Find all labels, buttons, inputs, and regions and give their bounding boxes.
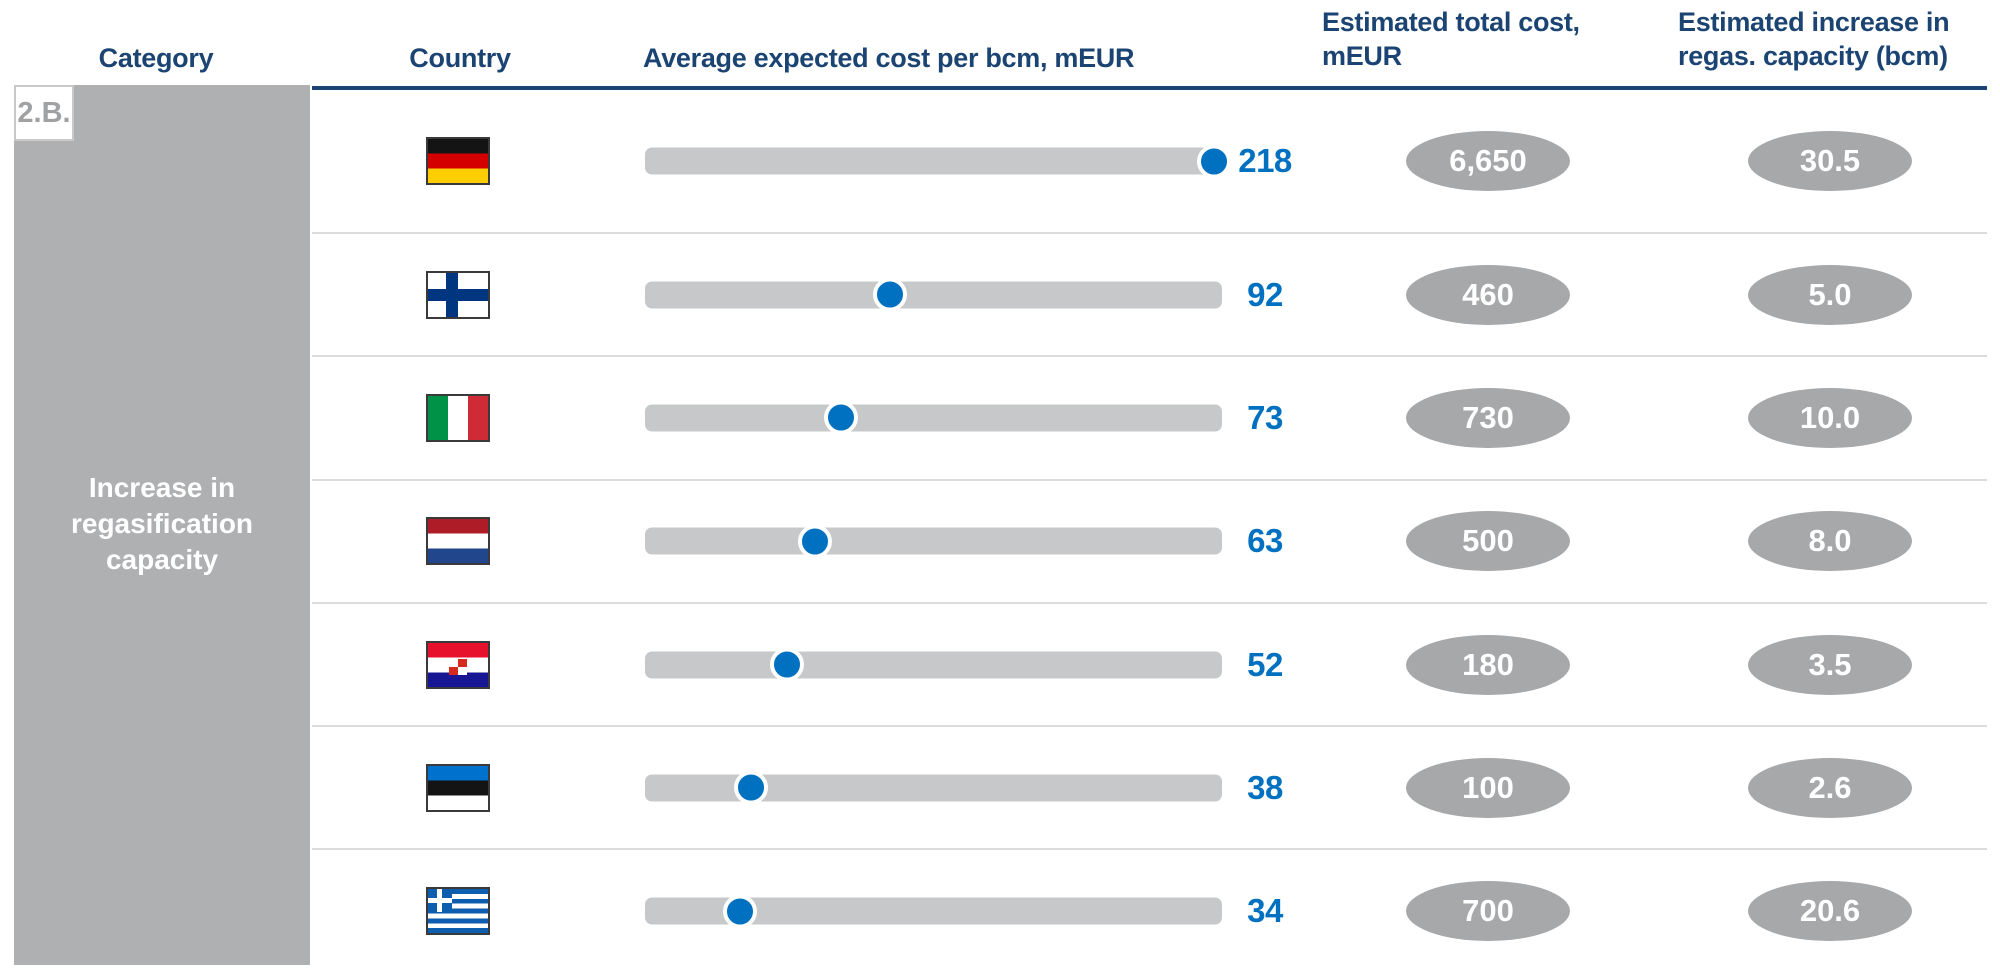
croatia-flag-icon [426, 640, 490, 689]
italy-flag-icon [426, 393, 490, 442]
capacity-badge: 2.6 [1748, 757, 1912, 818]
column-header-total-cost: Estimated total cost, mEUR [1322, 7, 1580, 71]
total-cost-badge: 500 [1406, 511, 1570, 572]
avg-cost-value: 92 [1247, 275, 1283, 313]
germany-flag-icon [426, 137, 490, 185]
avg-cost-dot-marker [823, 400, 858, 435]
avg-cost-dot-marker [872, 277, 907, 312]
avg-cost-value: 218 [1238, 142, 1292, 179]
avg-cost-value: 34 [1247, 892, 1283, 930]
greece-flag-icon [426, 887, 490, 936]
total-cost-badge: 6,650 [1406, 131, 1570, 191]
capacity-badge: 5.0 [1748, 264, 1912, 325]
total-cost-badge: 100 [1406, 757, 1570, 818]
avg-cost-bar [645, 647, 1222, 682]
table-row: 63 500 8.0 [312, 481, 1987, 604]
avg-cost-dot-marker [723, 894, 758, 929]
table-row: 218 6,650 30.5 [312, 90, 1987, 234]
avg-cost-value: 63 [1247, 522, 1283, 560]
category-label: Increase in regasification capacity [70, 472, 254, 575]
slide-section-badge: 2.B. [14, 85, 74, 141]
total-cost-badge: 460 [1406, 264, 1570, 325]
column-header-category: Category [98, 43, 214, 73]
avg-cost-dot-marker [733, 770, 768, 805]
avg-cost-value: 38 [1247, 768, 1283, 806]
netherlands-flag-icon [426, 517, 490, 566]
table-row: 52 180 3.5 [312, 604, 1987, 728]
column-header-capacity: Estimated increase in regas. capacity (b… [1678, 7, 1950, 71]
avg-cost-bar [645, 524, 1222, 559]
estonia-flag-icon [426, 763, 490, 812]
avg-cost-bar [645, 770, 1222, 805]
column-header-avg-cost: Average expected cost per bcm, mEUR [643, 43, 1135, 73]
total-cost-badge: 700 [1406, 881, 1570, 942]
column-header-country: Country [409, 43, 511, 73]
avg-cost-value: 73 [1247, 398, 1283, 436]
category-block [14, 85, 310, 965]
avg-cost-dot-marker [1197, 144, 1231, 178]
table-row: 34 700 20.6 [312, 850, 1987, 971]
capacity-badge: 3.5 [1748, 634, 1912, 695]
header-underline [312, 86, 1987, 90]
capacity-badge: 8.0 [1748, 511, 1912, 572]
capacity-badge: 30.5 [1748, 131, 1912, 191]
total-cost-badge: 730 [1406, 387, 1570, 448]
avg-cost-bar [645, 894, 1222, 929]
avg-cost-bar [645, 400, 1222, 435]
avg-cost-bar [645, 144, 1231, 178]
table-body: 218 6,650 30.5 92 460 5.0 73 730 10.0 63 500 8.0 52 1… [312, 90, 1987, 972]
capacity-badge: 20.6 [1748, 881, 1912, 942]
avg-cost-dot-marker [798, 524, 833, 559]
table-row: 73 730 10.0 [312, 357, 1987, 481]
total-cost-badge: 180 [1406, 634, 1570, 695]
avg-cost-dot-marker [769, 647, 804, 682]
table-row: 92 460 5.0 [312, 234, 1987, 358]
table-row: 38 100 2.6 [312, 727, 1987, 851]
avg-cost-value: 52 [1247, 645, 1283, 683]
finland-flag-icon [426, 270, 490, 319]
avg-cost-bar [645, 277, 1222, 312]
capacity-badge: 10.0 [1748, 387, 1912, 448]
